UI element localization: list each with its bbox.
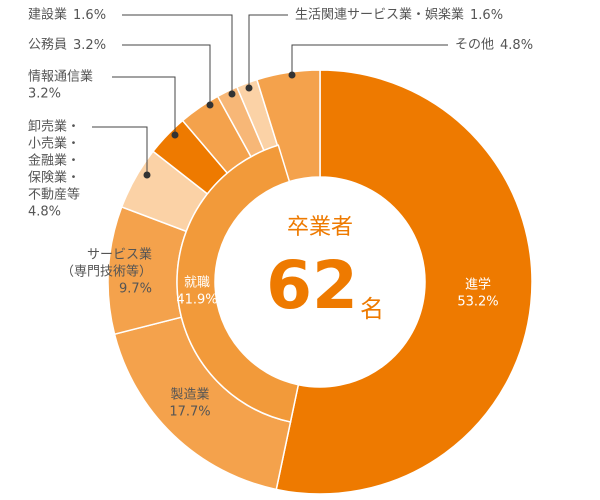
segment-value-label: 1.6% [73, 8, 106, 23]
segment-label: 生活関連サービス業・娯楽業 1.6% [295, 7, 503, 23]
center-value: 62 [266, 247, 358, 324]
leader-dot [206, 101, 214, 109]
segment-value-label: 17.7% [169, 405, 210, 420]
segment-label: 製造業 [170, 387, 209, 403]
leader-dot [228, 90, 236, 98]
donut-segment [255, 69, 321, 183]
segment-label: サービス業 [87, 247, 152, 263]
donut-segment [275, 69, 533, 495]
segment-label: 公務員 3.2% [28, 38, 106, 53]
leader-line [248, 14, 288, 88]
segment-label: 金融業・ [28, 153, 80, 169]
segment-label: 卸売業・ [28, 119, 80, 135]
center-unit: 名 [360, 295, 384, 323]
segment-label: その他 4.8% [455, 38, 533, 53]
leader-dot [288, 71, 296, 79]
inner-segment [176, 144, 300, 423]
leader-line [112, 76, 176, 135]
segment-label: 小売業・ [28, 136, 80, 152]
segment-label: 不動産等 [28, 187, 80, 203]
inner-label: 就職 [184, 276, 210, 291]
segment-label: 情報通信業 [28, 69, 93, 85]
segment-label: 進学 [465, 277, 491, 293]
segment-value-label: 4.8% [28, 205, 61, 220]
leader-line [92, 126, 148, 175]
rings [107, 69, 533, 495]
leader-line [122, 14, 233, 94]
segment-label: （専門技術等） [61, 264, 152, 280]
segment-label: 建設業 1.6% [28, 7, 106, 23]
leader-dot [171, 131, 179, 139]
segment-value-label: 3.2% [28, 87, 61, 102]
segment-label: 保険業・ [28, 170, 80, 186]
segment-value-label: 4.8% [500, 38, 533, 53]
leader-dot [143, 171, 151, 179]
leader-line [291, 44, 448, 75]
leader-dot [245, 84, 253, 92]
segment-value-label: 53.2% [457, 295, 498, 310]
segment-value-label: 9.7% [119, 282, 152, 297]
inner-value-label: 41.9% [176, 293, 217, 308]
segment-value-label: 3.2% [73, 38, 106, 53]
segment-value-label: 1.6% [470, 8, 503, 23]
leader-line [122, 44, 211, 105]
center-title: 卒業者 [287, 215, 353, 240]
